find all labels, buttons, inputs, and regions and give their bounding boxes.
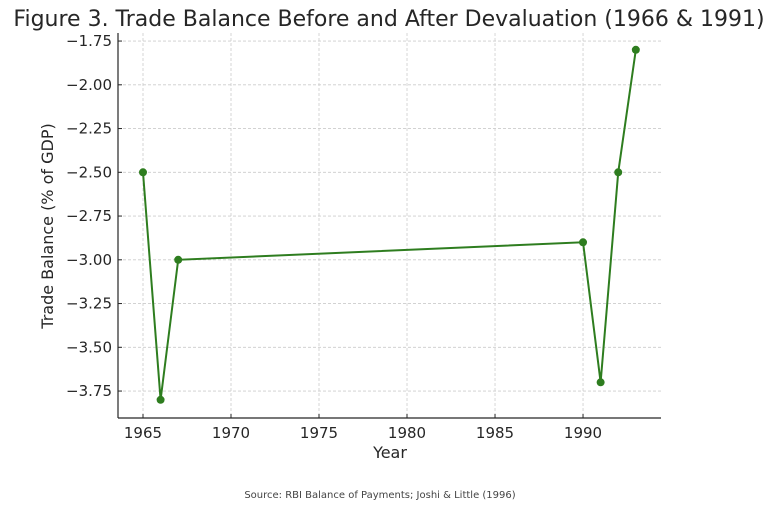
axes [117, 33, 661, 419]
y-tick-label: −2.25 [66, 120, 112, 138]
y-tick-label: −3.75 [66, 382, 112, 400]
chart-title: Figure 3. Trade Balance Before and After… [13, 7, 764, 32]
x-tick-label: 1970 [212, 424, 250, 442]
x-tick-label: 1980 [388, 424, 426, 442]
data-point [631, 45, 640, 54]
grid [118, 33, 661, 418]
data-point [614, 168, 623, 177]
y-tick-label: −2.50 [66, 163, 112, 181]
y-tick-label: −3.25 [66, 295, 112, 313]
y-tick-label: −3.50 [66, 338, 112, 356]
y-tick-label: −3.00 [66, 251, 112, 269]
ticks: 1965 1970 1975 1980 1985 1990 −1.75 −2.00 −2.25 −… [66, 32, 602, 442]
x-tick-label: 1990 [564, 424, 602, 442]
data-point [138, 168, 147, 177]
series-line [138, 45, 640, 404]
source-note: Source: RBI Balance of Payments; Joshi &… [244, 490, 515, 501]
x-tick-label: 1975 [300, 424, 338, 442]
y-tick-label: −2.00 [66, 76, 112, 94]
x-tick-label: 1965 [124, 424, 162, 442]
data-point [596, 378, 605, 387]
x-axis-label: Year [372, 443, 407, 462]
y-tick-label: −2.75 [66, 207, 112, 225]
y-axis-label: Trade Balance (% of GDP) [38, 123, 57, 329]
data-point [174, 255, 183, 264]
y-tick-label: −1.75 [66, 32, 112, 50]
data-point [579, 238, 588, 247]
data-point [156, 395, 165, 404]
x-tick-label: 1985 [476, 424, 514, 442]
